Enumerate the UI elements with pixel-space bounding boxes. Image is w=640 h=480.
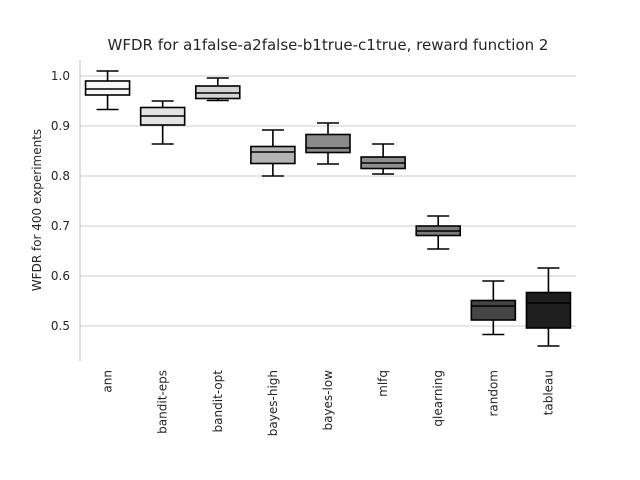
box-mlfq [360,143,406,175]
box-ann [84,70,131,111]
y-tick-label: 1.0 [51,69,70,83]
box-rect [250,145,296,165]
box-rect [305,133,351,154]
chart-title: WFDR for a1false-a2false-b1true-c1true, … [108,36,549,54]
x-tick-label: mlfq [376,370,390,397]
x-tick-label: bandit-eps [156,370,170,434]
y-tick-label: 0.5 [51,319,70,333]
box-rect [470,299,517,321]
box-bayes-high [250,129,296,177]
box-bayes-low [305,122,351,165]
x-tick-label: tableau [541,370,555,415]
y-tick-label: 0.6 [51,269,70,283]
y-tick-label: 0.7 [51,219,70,233]
y-tick-label: 0.8 [51,169,70,183]
x-tick-label: bandit-opt [211,370,225,433]
x-tick-label: bayes-low [321,370,335,431]
x-tick-label: random [486,370,500,417]
box-bandit-opt [194,77,241,102]
x-tick-labels: ann bandit-eps bandit-opt bayes-high bayes-l… [101,370,556,436]
box-rect [84,80,131,96]
box-tableau [525,267,572,347]
y-tick-label: 0.9 [51,119,70,133]
x-tick-label: ann [101,370,115,393]
box-bandit-eps [139,100,186,145]
box-rect [525,291,572,329]
x-tick-label: qlearning [431,370,445,427]
box-qlearning [415,215,462,250]
y-axis-label: WFDR for 400 experiments [30,129,44,291]
y-tick-labels: 0.5 0.6 0.7 0.8 0.9 1.0 [51,69,70,333]
box-random [470,280,517,336]
x-tick-label: bayes-high [266,370,280,436]
boxes [84,70,572,347]
